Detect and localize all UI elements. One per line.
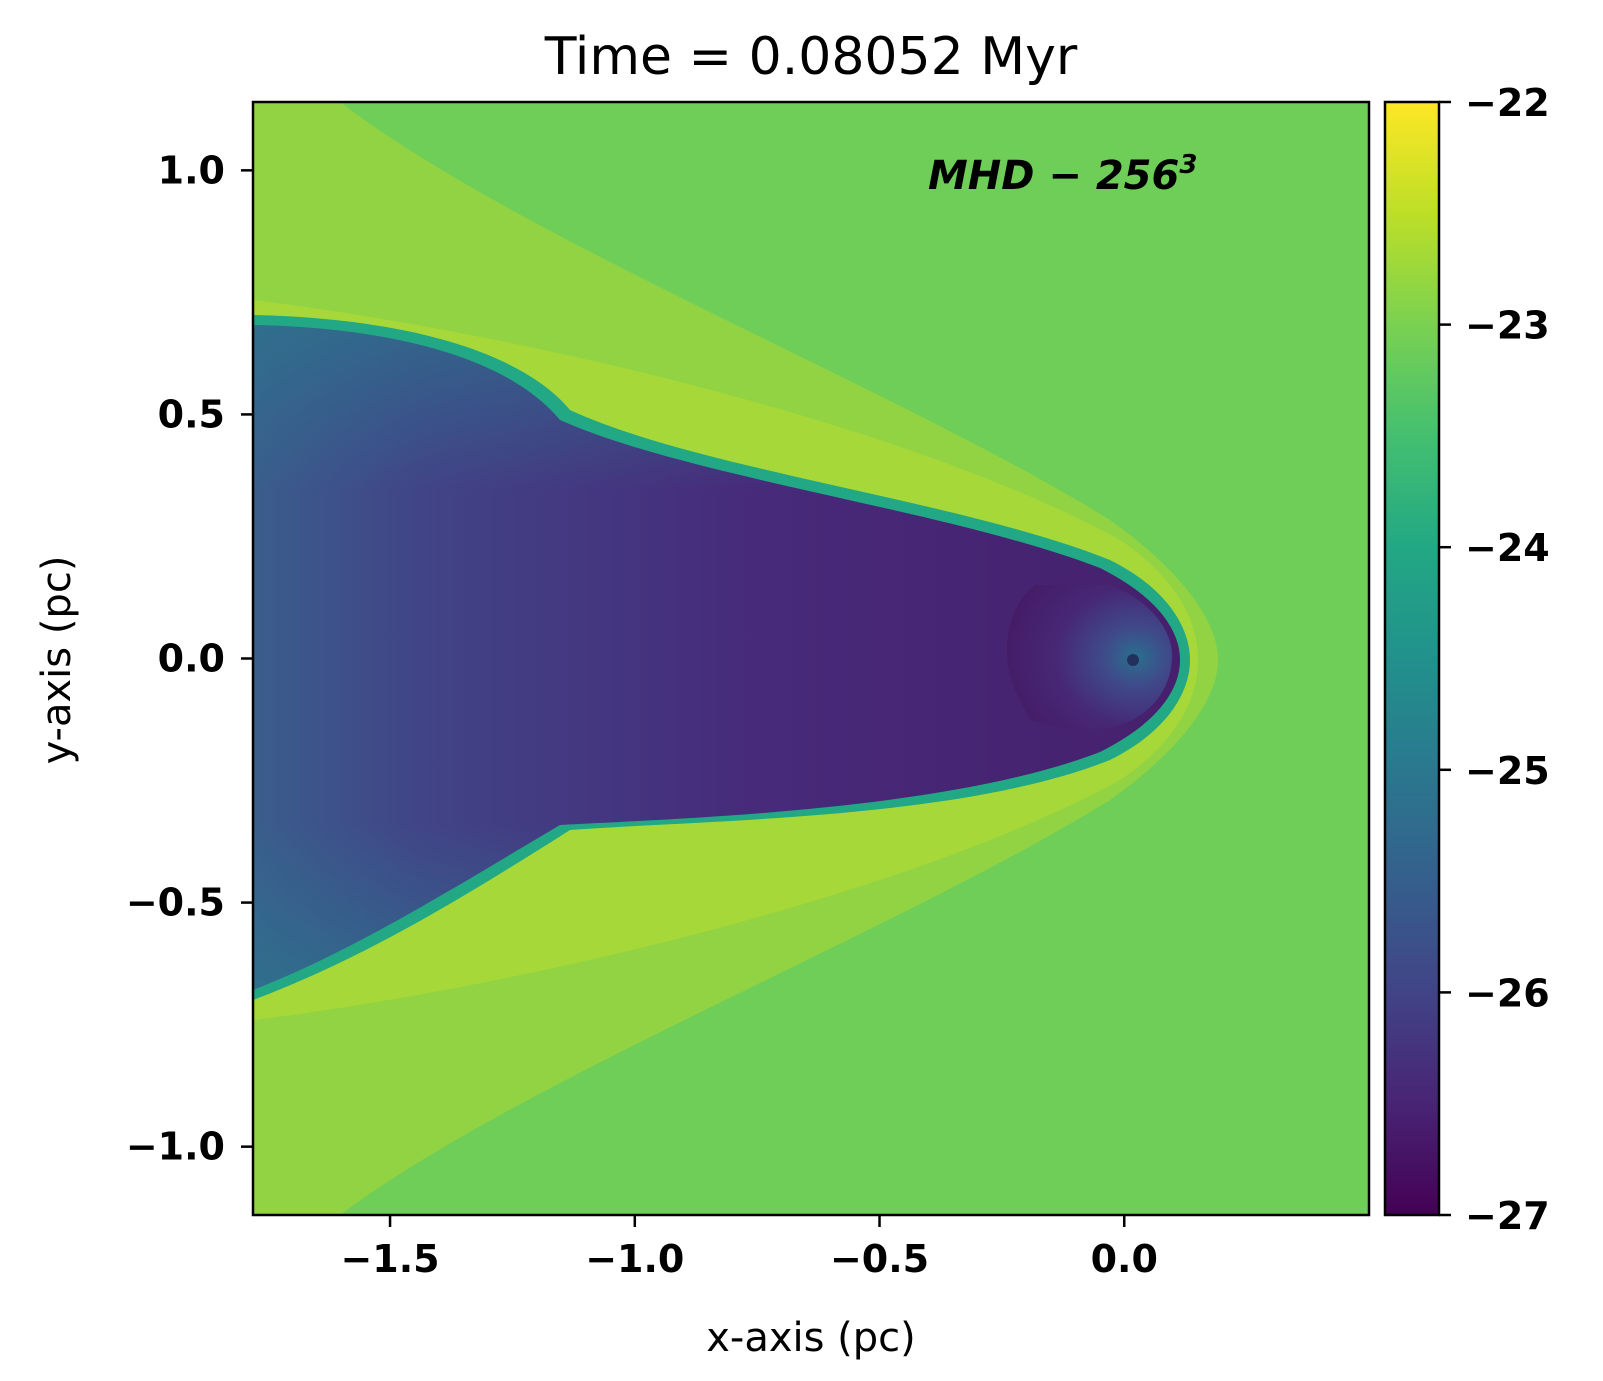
x-axis-label: x-axis (pc) [706, 1315, 916, 1361]
y-tick-label: −0.5 [126, 881, 225, 925]
x-tick-label: 0.0 [1091, 1237, 1158, 1281]
cavity-shading [253, 325, 1180, 990]
colorbar-tick-label: −27 [1465, 1194, 1550, 1238]
x-tick-label: −1.0 [585, 1237, 684, 1281]
annotation-main: MHD − 256 [928, 153, 1179, 199]
y-tick-label: −1.0 [126, 1125, 225, 1169]
colorbar-tick-label: −22 [1465, 81, 1550, 125]
colorbar-tick-label: −23 [1465, 304, 1550, 348]
y-axis: 1.0 0.5 0.0 −0.5 −1.0 [126, 148, 253, 1169]
y-tick-label: 0.0 [158, 637, 225, 681]
colorbar-tick-label: −25 [1465, 749, 1550, 793]
annotation-superscript: 3 [1179, 150, 1197, 180]
central-source [1127, 654, 1139, 666]
x-axis: −1.5 −1.0 −0.5 0.0 [340, 1215, 1158, 1281]
y-tick-label: 1.0 [158, 148, 225, 192]
colorbar-tick-label: −26 [1465, 971, 1550, 1015]
x-tick-label: −0.5 [830, 1237, 929, 1281]
colorbar [1383, 100, 1441, 1217]
x-tick-label: −1.5 [340, 1237, 439, 1281]
colorbar-tick-label: −24 [1465, 526, 1550, 570]
chart-title: Time = 0.08052 Myr [544, 27, 1078, 87]
density-map [253, 102, 1369, 1215]
wind-bubble [1006, 585, 1172, 730]
y-tick-label: 0.5 [158, 392, 225, 436]
y-axis-label: y-axis (pc) [34, 556, 80, 765]
simulation-annotation: MHD − 2563 [928, 150, 1197, 199]
colorbar-axis: −22 −23 −24 −25 −26 −27 [1439, 81, 1550, 1238]
